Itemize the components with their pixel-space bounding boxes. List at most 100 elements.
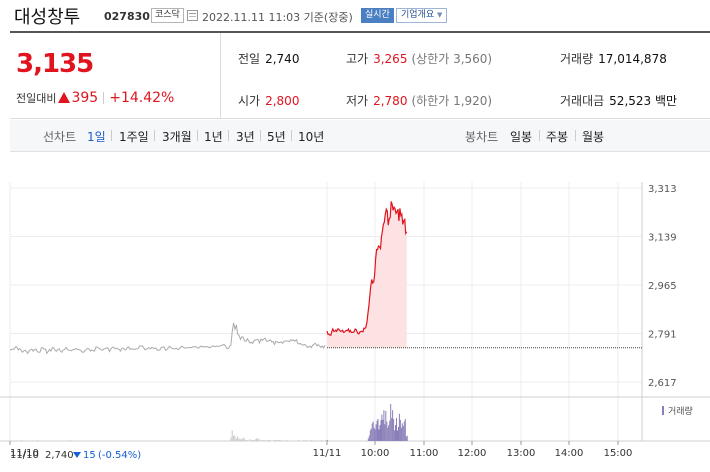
volume-bar xyxy=(277,440,279,441)
volume-bar xyxy=(391,418,393,441)
realtime-badge[interactable]: 실시간 xyxy=(361,8,394,23)
volume-bar xyxy=(246,440,248,441)
prev-day-footer: 11/10 2,740 15 (-0.54%) xyxy=(10,450,141,461)
volume-bar xyxy=(234,435,236,441)
period-10y[interactable]: 10년 xyxy=(298,130,325,144)
x-tick-label: 13:00 xyxy=(507,448,536,459)
volume-bar xyxy=(269,440,271,441)
volume-bar xyxy=(394,430,396,441)
divider xyxy=(575,130,576,141)
stock-header: 대성창투 027830 코스닥 2022.11.11 11:03 기준(장중) … xyxy=(0,0,710,30)
line-chart-label: 선차트 xyxy=(43,130,77,144)
volume-bar xyxy=(401,423,403,441)
y-tick-label: 2,791 xyxy=(648,330,677,341)
volume-bar xyxy=(379,425,381,441)
price-summary: 3,135 전일대비 395 +14.42% 전일 2,740 고가 3,265 (상한가… xyxy=(10,31,710,119)
current-price-cell: 3,135 전일대비 395 +14.42% xyxy=(10,33,221,119)
volume-bar xyxy=(392,410,394,441)
volume-bar xyxy=(320,440,322,441)
calendar-icon xyxy=(187,10,198,21)
footer-change: 15 xyxy=(83,450,96,461)
volume-bar xyxy=(298,440,299,441)
period-5y[interactable]: 5년 xyxy=(267,130,286,144)
chart-period-bar: 선차트 1일 1주일 3개월 1년 3년 5년 10년 봉차트 일봉 주봉 월봉 xyxy=(10,120,710,152)
volume-bar xyxy=(367,438,369,441)
stock-code: 027830 xyxy=(104,10,150,23)
volume-bar xyxy=(258,439,260,441)
candle-monthly[interactable]: 월봉 xyxy=(582,130,605,144)
price-area-fill xyxy=(327,201,407,348)
company-overview-dropdown[interactable]: 기업개요 ▼ xyxy=(396,8,448,23)
candle-chart-label: 봉차트 xyxy=(465,130,499,144)
divider xyxy=(111,130,112,141)
volume-bar xyxy=(264,440,266,441)
volume-bar xyxy=(238,438,240,441)
volume-legend: 거래량 xyxy=(662,405,693,417)
volume-bar xyxy=(376,420,378,441)
volume-bar xyxy=(235,438,237,441)
volume-bar xyxy=(233,435,235,441)
volume-bar xyxy=(231,430,233,441)
volume-bar xyxy=(393,419,395,441)
volume-bar xyxy=(386,421,388,441)
volume-bar xyxy=(239,439,241,441)
volume-bar xyxy=(37,440,38,441)
volume-bar xyxy=(303,440,305,441)
x-tick-labels: 11/10 11/11 10:00 11:00 12:00 13:00 14:00 15:00 xyxy=(9,441,633,459)
volume-bars xyxy=(20,404,408,441)
volume-bar xyxy=(262,440,264,441)
quote-volume: 거래량 17,014,878 xyxy=(560,50,667,67)
change-rate: +14.42% xyxy=(109,90,175,106)
divider xyxy=(260,130,261,141)
volume-bar xyxy=(275,440,276,441)
volume-bar xyxy=(242,437,244,441)
intraday-chart[interactable]: 3,313 3,139 2,965 2,791 2,617 11/10 11/11 10:0… xyxy=(0,160,710,472)
volume-bar xyxy=(253,440,255,441)
quote-datetime: 2022.11.11 11:03 기준(장중) xyxy=(202,11,353,24)
quote-sub: (하한가 1,920) xyxy=(411,94,493,108)
volume-bar xyxy=(398,426,399,441)
x-tick-label: 15:00 xyxy=(604,448,633,459)
volume-bar xyxy=(378,429,380,441)
quote-label: 저가 xyxy=(346,94,369,108)
volume-bar xyxy=(406,435,408,441)
volume-bar xyxy=(368,435,370,441)
change-label: 전일대비 xyxy=(16,92,57,105)
divider xyxy=(228,130,229,141)
candle-weekly[interactable]: 주봉 xyxy=(546,130,569,144)
y-tick-label: 3,313 xyxy=(648,184,677,195)
period-1d[interactable]: 1일 xyxy=(87,130,106,144)
divider xyxy=(154,130,155,141)
price-line-11-11 xyxy=(326,201,408,336)
volume-bar xyxy=(397,430,398,441)
volume-bar xyxy=(374,429,376,441)
volume-bar xyxy=(373,427,375,441)
quote-sub: (상한가 3,560) xyxy=(411,52,493,66)
volume-bar xyxy=(403,421,405,441)
volume-bar xyxy=(280,440,282,441)
volume-bar xyxy=(252,440,253,441)
quote-value: 17,014,878 xyxy=(598,52,667,66)
footer-date: 11/10 xyxy=(10,450,39,461)
volume-bar xyxy=(249,439,251,441)
quote-open: 시가 2,800 xyxy=(238,92,299,109)
y-tick-label: 2,965 xyxy=(648,281,677,292)
quote-value: 3,265 xyxy=(373,52,408,66)
volume-bar xyxy=(382,419,384,441)
divider xyxy=(103,92,105,104)
period-3m[interactable]: 3개월 xyxy=(162,130,192,144)
candle-daily[interactable]: 일봉 xyxy=(510,130,533,144)
footer-close: 2,740 xyxy=(45,450,74,461)
price-lines xyxy=(10,201,408,355)
current-price: 3,135 xyxy=(16,49,94,79)
volume-bar xyxy=(372,421,374,441)
period-3y[interactable]: 3년 xyxy=(236,130,255,144)
quote-value: 2,780 xyxy=(373,94,408,108)
period-1y[interactable]: 1년 xyxy=(204,130,223,144)
volume-bar xyxy=(381,414,383,441)
volume-bar xyxy=(380,419,382,441)
period-1w[interactable]: 1주일 xyxy=(119,130,149,144)
volume-bar xyxy=(387,427,389,441)
volume-bar xyxy=(327,440,328,441)
quote-label: 시가 xyxy=(238,94,261,108)
